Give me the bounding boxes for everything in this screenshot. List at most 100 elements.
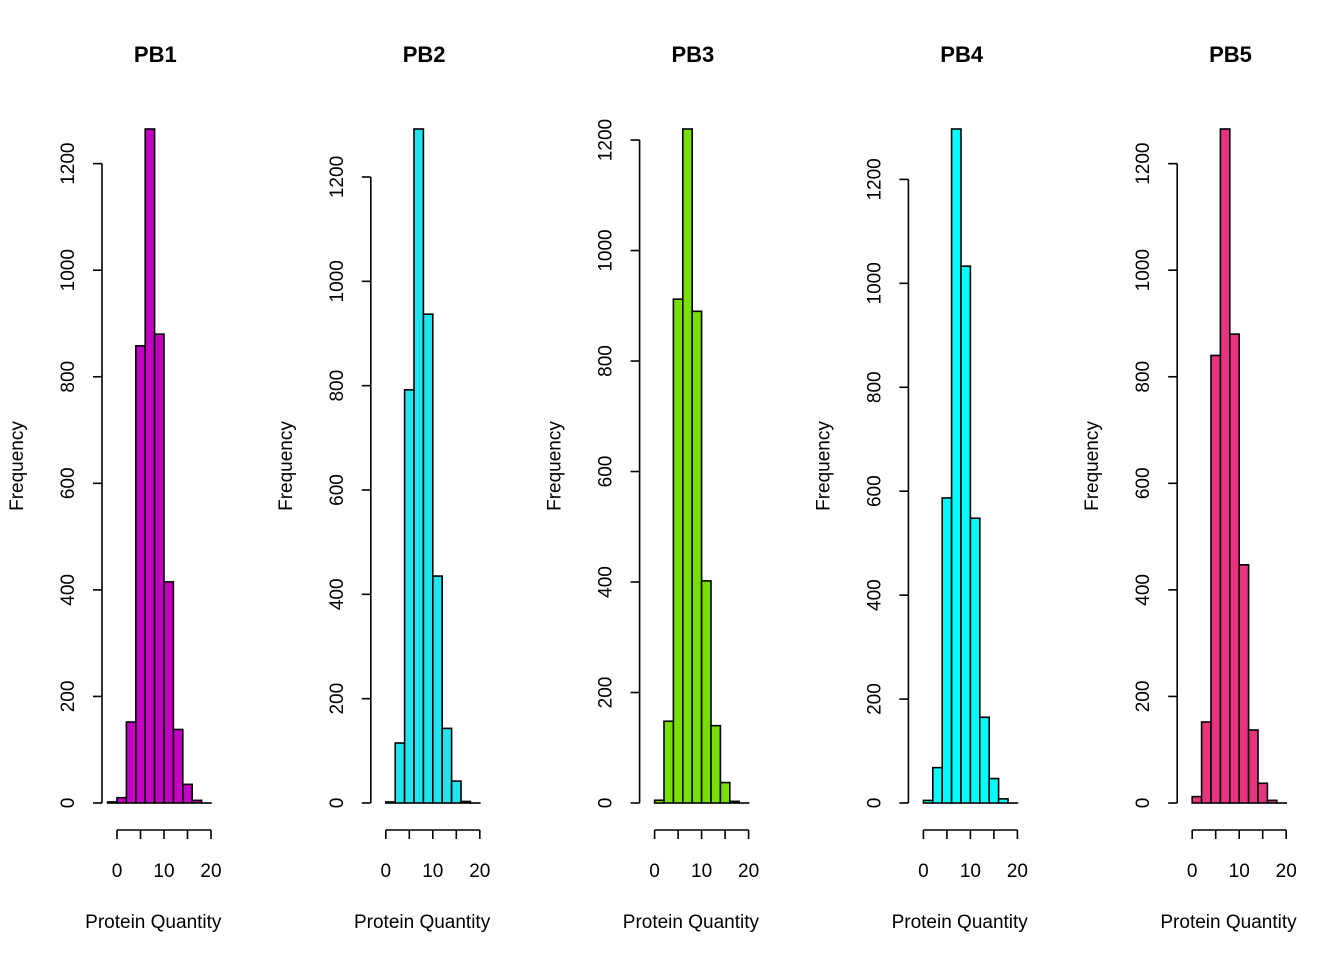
histogram-bar [1257, 782, 1269, 804]
panel-title: PB1 [134, 42, 177, 67]
histogram-bar [460, 800, 472, 804]
histogram-bar [681, 128, 693, 804]
histogram-bar [144, 128, 156, 804]
y-tick-label: 1000 [596, 229, 617, 271]
histogram-bar [941, 497, 953, 804]
histogram-panel-pb3: PB3 Frequency Protein Quantity 020040060… [545, 42, 760, 933]
histogram-bar [191, 799, 203, 804]
y-tick-label: 200 [58, 681, 79, 713]
y-tick-label: 0 [327, 798, 348, 809]
histogram-bar [172, 728, 184, 804]
y-axis-label: Frequency [7, 421, 28, 511]
histogram-bar [1229, 333, 1241, 804]
y-tick-label: 600 [864, 475, 885, 507]
histogram-panel-pb4: PB4 Frequency Protein Quantity 020040060… [813, 42, 1028, 933]
histogram-bar [413, 128, 425, 804]
histogram-bar [672, 298, 684, 804]
x-tick-label: 20 [200, 861, 221, 882]
histogram-bar [431, 575, 443, 804]
histogram-bar [450, 780, 462, 804]
histogram-bar [106, 801, 118, 804]
histogram-bar [1191, 795, 1203, 804]
y-tick-label: 0 [58, 798, 79, 809]
y-axis-label: Frequency [813, 421, 834, 511]
histogram-bar [960, 265, 972, 804]
y-tick-label: 400 [864, 579, 885, 611]
x-tick-label: 20 [1007, 861, 1028, 882]
histogram-bar [135, 345, 147, 804]
y-tick-label: 1000 [58, 249, 79, 291]
x-tick-label: 10 [422, 861, 443, 882]
histogram-bar [1238, 564, 1250, 804]
histogram-bar [997, 798, 1009, 804]
y-tick-label: 1200 [58, 142, 79, 184]
y-tick-label: 800 [327, 370, 348, 402]
y-tick-label: 0 [596, 798, 617, 809]
y-tick-label: 400 [1133, 574, 1154, 606]
histogram-bar [950, 128, 962, 804]
y-tick-label: 400 [596, 566, 617, 598]
y-tick-label: 800 [58, 361, 79, 393]
x-axis-label: Protein Quantity [1160, 912, 1297, 933]
histogram-panel-pb2: PB2 Frequency Protein Quantity 020040060… [276, 42, 491, 933]
histogram-bar [969, 517, 981, 804]
histogram-bar [978, 716, 990, 804]
histogram-panel-pb1: PB1 Frequency Protein Quantity 020040060… [7, 42, 222, 933]
histogram-bar [719, 781, 731, 804]
histogram-bar [710, 724, 722, 804]
x-tick-label: 10 [960, 861, 981, 882]
x-tick-label: 0 [112, 861, 123, 882]
panel-title: PB5 [1209, 42, 1252, 67]
y-axis-label: Frequency [1082, 421, 1103, 511]
y-tick-label: 0 [864, 798, 885, 809]
histogram-bar [153, 333, 165, 804]
panel-title: PB2 [403, 42, 446, 67]
y-tick-label: 200 [1133, 681, 1154, 713]
x-tick-label: 10 [1229, 861, 1250, 882]
x-tick-label: 20 [1276, 861, 1297, 882]
histogram-bar [403, 389, 415, 804]
y-tick-label: 400 [327, 578, 348, 610]
y-tick-label: 200 [596, 677, 617, 709]
panel-title: PB3 [672, 42, 715, 67]
x-tick-label: 20 [738, 861, 759, 882]
x-axis-label: Protein Quantity [892, 912, 1029, 933]
histogram-panel-pb5: PB5 Frequency Protein Quantity 020040060… [1082, 42, 1297, 933]
histogram-bar [441, 727, 453, 804]
x-tick-label: 20 [469, 861, 490, 882]
y-tick-label: 600 [327, 474, 348, 506]
y-tick-label: 1200 [1133, 142, 1154, 184]
y-tick-label: 1000 [327, 260, 348, 302]
histogram-bar [1247, 729, 1259, 804]
x-tick-label: 0 [649, 861, 660, 882]
y-tick-label: 200 [327, 683, 348, 715]
histogram-bar [700, 580, 712, 804]
y-tick-label: 1000 [864, 262, 885, 304]
histogram-bar [163, 581, 175, 804]
histogram-bar [931, 766, 943, 804]
histogram-bar [394, 742, 406, 804]
x-tick-label: 0 [381, 861, 392, 882]
y-tick-label: 1200 [596, 119, 617, 161]
y-tick-label: 600 [596, 456, 617, 488]
y-tick-label: 1200 [327, 156, 348, 198]
y-tick-label: 800 [1133, 361, 1154, 393]
histogram-bar [1210, 354, 1222, 804]
histogram-bar [663, 720, 675, 804]
y-tick-label: 400 [58, 574, 79, 606]
histogram-bar [182, 783, 194, 804]
x-axis-label: Protein Quantity [623, 912, 760, 933]
y-tick-label: 0 [1133, 798, 1154, 809]
panel-title: PB4 [940, 42, 984, 67]
histogram-bar [1219, 128, 1231, 804]
histogram-bar [384, 801, 396, 804]
y-tick-label: 1000 [1133, 249, 1154, 291]
histogram-bar [422, 313, 434, 804]
x-tick-label: 0 [918, 861, 929, 882]
histogram-bar [728, 800, 740, 804]
histogram-bar [691, 310, 703, 804]
x-tick-label: 10 [153, 861, 174, 882]
y-axis-label: Frequency [276, 421, 297, 511]
y-tick-label: 200 [864, 683, 885, 715]
